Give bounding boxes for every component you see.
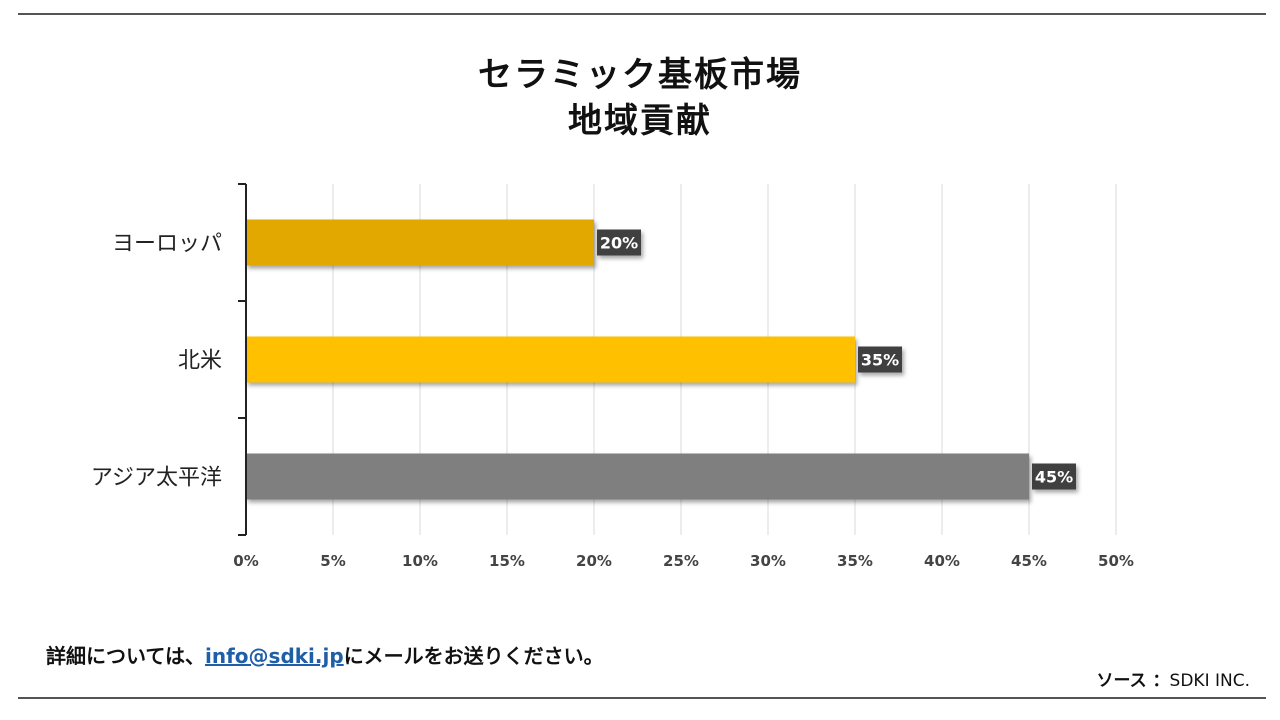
chart-subtitle: 地域貢献 <box>568 101 712 141</box>
data-label: 20% <box>600 234 638 253</box>
contact-note: 詳細については、info@sdki.jpにメールをお送りください。 <box>46 640 604 669</box>
top-rule <box>18 13 1266 15</box>
x-tick-label: 30% <box>750 552 786 570</box>
data-label: 35% <box>861 351 899 370</box>
x-tick-label: 25% <box>663 552 699 570</box>
contact-email-link[interactable]: info@sdki.jp <box>205 644 344 668</box>
x-tick-label: 15% <box>489 552 525 570</box>
x-tick-label: 50% <box>1098 552 1134 570</box>
x-tick-label: 10% <box>402 552 438 570</box>
bar <box>246 453 1029 500</box>
source-value: SDKI INC. <box>1169 671 1250 691</box>
chart-title: セラミック基板市場 <box>478 55 802 95</box>
x-tick-label: 40% <box>924 552 960 570</box>
source-label: ソース ： <box>1096 671 1170 691</box>
category-label: 北米 <box>178 349 222 374</box>
source-credit: ソース ：SDKI INC. <box>1096 666 1250 691</box>
contact-note-prefix: 詳細については、 <box>46 644 205 668</box>
bar <box>246 336 855 383</box>
data-label-box <box>858 346 902 373</box>
x-tick-label: 35% <box>837 552 873 570</box>
data-label-box <box>1032 463 1076 490</box>
bar <box>246 219 594 266</box>
x-tick-label: 5% <box>320 552 345 570</box>
bar-chart: 20% ヨーロッパ 35% 北米 45% アジア太平洋 0% 5% 10% 15% 20% 25% 30… <box>91 183 1134 570</box>
bottom-rule <box>18 697 1266 699</box>
data-label-box <box>597 229 641 256</box>
x-tick-label: 0% <box>233 552 258 570</box>
category-label: ヨーロッパ <box>112 232 222 257</box>
x-tick-label: 45% <box>1011 552 1047 570</box>
x-tick-label: 20% <box>576 552 612 570</box>
contact-note-suffix: にメールをお送りください。 <box>343 644 604 668</box>
category-label: アジア太平洋 <box>91 466 222 491</box>
data-label: 45% <box>1035 468 1073 487</box>
